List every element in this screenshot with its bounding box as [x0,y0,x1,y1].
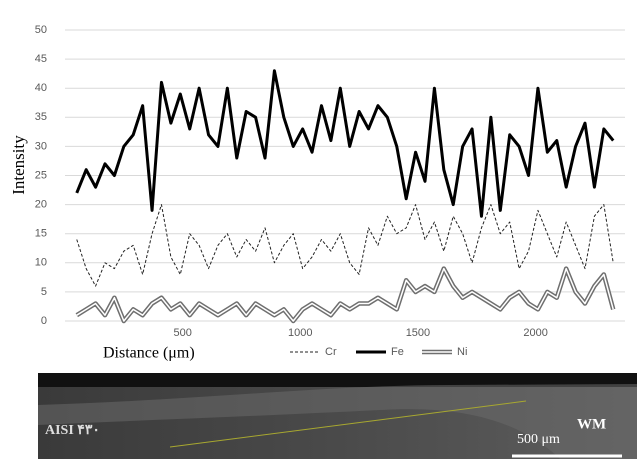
micrograph-left-label: AISI ۴۳۰ [45,423,100,438]
micrograph-edge [38,373,637,387]
x-tick-label: 2000 [523,327,547,339]
scan-line [169,400,527,448]
x-tick-label: 500 [173,327,191,339]
legend-label: Fe [391,346,404,358]
legend-label: Cr [325,346,337,358]
y-tick-label: 45 [35,53,47,65]
y-tick-label: 40 [35,82,47,94]
y-axis-label: Intensity [9,135,28,195]
micrograph: AISI ۴۳۰ WM 500 μm [38,373,637,459]
y-tick-label: 15 [35,228,47,240]
micrograph-right-label: WM [577,416,606,432]
legend-label: Ni [457,346,467,358]
y-tick-label: 5 [41,286,47,298]
line-inner [76,267,614,322]
scale-label: 500 μm [517,432,560,447]
y-tick-label: 50 [35,24,47,36]
y-tick-label: 25 [35,169,47,181]
x-tick-label: 1000 [288,327,312,339]
y-tick-label: 35 [35,111,47,123]
y-tick-label: 30 [35,140,47,152]
line [75,266,616,324]
line [75,69,615,218]
y-tick-label: 20 [35,199,47,211]
y-tick-label: 10 [35,257,47,269]
x-axis-label: Distance (μm) [103,345,195,362]
x-tick-label: 1500 [406,327,430,339]
weld-zone [38,384,637,459]
y-tick-label: 0 [41,315,47,327]
line [76,204,614,287]
